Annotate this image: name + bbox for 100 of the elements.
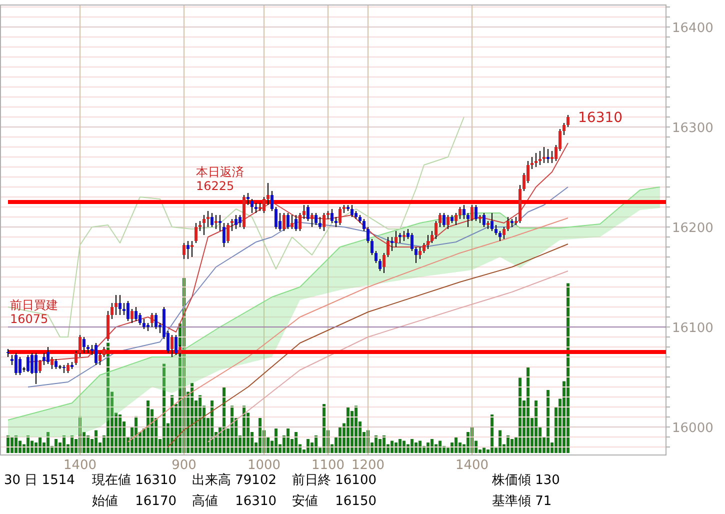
candlestick bbox=[202, 214, 206, 236]
candlestick bbox=[82, 336, 86, 354]
candlestick bbox=[398, 232, 402, 244]
bar bbox=[258, 418, 262, 453]
candlestick bbox=[470, 204, 474, 222]
bar bbox=[490, 414, 494, 453]
candlestick bbox=[306, 204, 310, 222]
candlestick bbox=[438, 212, 442, 228]
bar bbox=[510, 439, 514, 453]
candlestick bbox=[490, 212, 494, 232]
candlestick bbox=[38, 360, 42, 374]
candlestick bbox=[270, 190, 274, 212]
candlestick bbox=[198, 220, 202, 232]
candlestick bbox=[334, 216, 338, 228]
bar bbox=[398, 439, 402, 453]
candlestick bbox=[282, 212, 286, 232]
bar bbox=[10, 437, 14, 453]
candlestick bbox=[298, 212, 302, 232]
candlestick bbox=[194, 222, 198, 244]
bar bbox=[294, 432, 298, 453]
candlestick bbox=[362, 218, 366, 232]
candlestick bbox=[458, 206, 462, 220]
candlestick bbox=[330, 208, 334, 224]
bar bbox=[414, 442, 418, 453]
candlestick bbox=[150, 312, 154, 328]
candlestick bbox=[118, 294, 122, 316]
candlestick bbox=[214, 214, 218, 230]
candlestick bbox=[30, 352, 34, 374]
y-tick-label: 16100 bbox=[672, 321, 714, 336]
y-tick-label: 16400 bbox=[672, 21, 714, 36]
candlestick bbox=[502, 226, 506, 240]
bar bbox=[394, 442, 398, 453]
candlestick bbox=[234, 214, 238, 230]
candlestick bbox=[18, 356, 22, 376]
bar bbox=[54, 439, 58, 453]
bar bbox=[390, 440, 394, 453]
candlestick bbox=[290, 214, 294, 230]
text: 株価傾 130 bbox=[491, 473, 560, 488]
bar bbox=[438, 440, 442, 453]
bar bbox=[38, 437, 42, 453]
candlestick bbox=[394, 230, 398, 248]
candlestick bbox=[410, 232, 414, 252]
candlestick bbox=[350, 204, 354, 218]
bar bbox=[526, 367, 530, 453]
candlestick bbox=[106, 310, 110, 342]
text: 30 日 1514 bbox=[4, 473, 75, 488]
candlestick bbox=[318, 216, 322, 230]
candlestick bbox=[506, 216, 510, 232]
bar bbox=[418, 440, 422, 453]
candlestick bbox=[494, 224, 498, 236]
candlestick bbox=[534, 152, 538, 168]
ref-line-label: 前日買建 16075 bbox=[10, 298, 58, 326]
candlestick bbox=[74, 350, 78, 366]
candlestick bbox=[530, 156, 534, 170]
x-tick-label: 900 bbox=[172, 458, 196, 473]
candlestick bbox=[94, 342, 98, 366]
candlestick bbox=[250, 198, 254, 214]
candlestick bbox=[174, 334, 178, 356]
candlestick bbox=[42, 352, 46, 366]
candlestick bbox=[262, 196, 266, 214]
bar bbox=[346, 408, 350, 453]
line-series bbox=[8, 116, 464, 338]
candlestick bbox=[218, 214, 222, 232]
candlestick bbox=[462, 204, 466, 220]
candlestick bbox=[66, 362, 70, 374]
candlestick bbox=[454, 212, 458, 226]
candlestick bbox=[134, 306, 138, 322]
text: 基準傾 71 bbox=[492, 494, 552, 509]
bar bbox=[338, 426, 342, 453]
candlestick bbox=[210, 212, 214, 228]
candlestick bbox=[366, 226, 370, 244]
candlestick bbox=[482, 212, 486, 228]
candlestick bbox=[374, 250, 378, 264]
candlestick bbox=[538, 150, 542, 166]
candlestick bbox=[542, 146, 546, 164]
candlestick bbox=[226, 222, 230, 244]
x-tick-label: 1100 bbox=[311, 458, 345, 473]
candlestick bbox=[102, 346, 106, 358]
candlestick bbox=[238, 214, 242, 228]
candlestick bbox=[498, 230, 502, 242]
candlestick bbox=[178, 344, 182, 358]
text: 始値 16170 bbox=[92, 494, 176, 509]
candlestick bbox=[562, 122, 566, 136]
candlestick bbox=[182, 242, 186, 260]
bar bbox=[410, 439, 414, 453]
candlestick bbox=[446, 214, 450, 230]
text: 出来高 79102 bbox=[192, 472, 276, 488]
candlestick bbox=[50, 356, 54, 370]
bar bbox=[274, 428, 278, 453]
bar bbox=[518, 378, 522, 453]
text: 安値 16150 bbox=[292, 493, 376, 509]
candlestick bbox=[302, 204, 306, 220]
candlestick bbox=[126, 300, 130, 322]
bar bbox=[426, 442, 430, 453]
candlestick bbox=[190, 240, 194, 258]
x-tick-label: 1200 bbox=[351, 458, 385, 473]
y-tick-label: 16000 bbox=[672, 421, 714, 436]
candlestick bbox=[138, 312, 142, 326]
candlestick bbox=[26, 354, 30, 372]
candlestick bbox=[474, 204, 478, 222]
